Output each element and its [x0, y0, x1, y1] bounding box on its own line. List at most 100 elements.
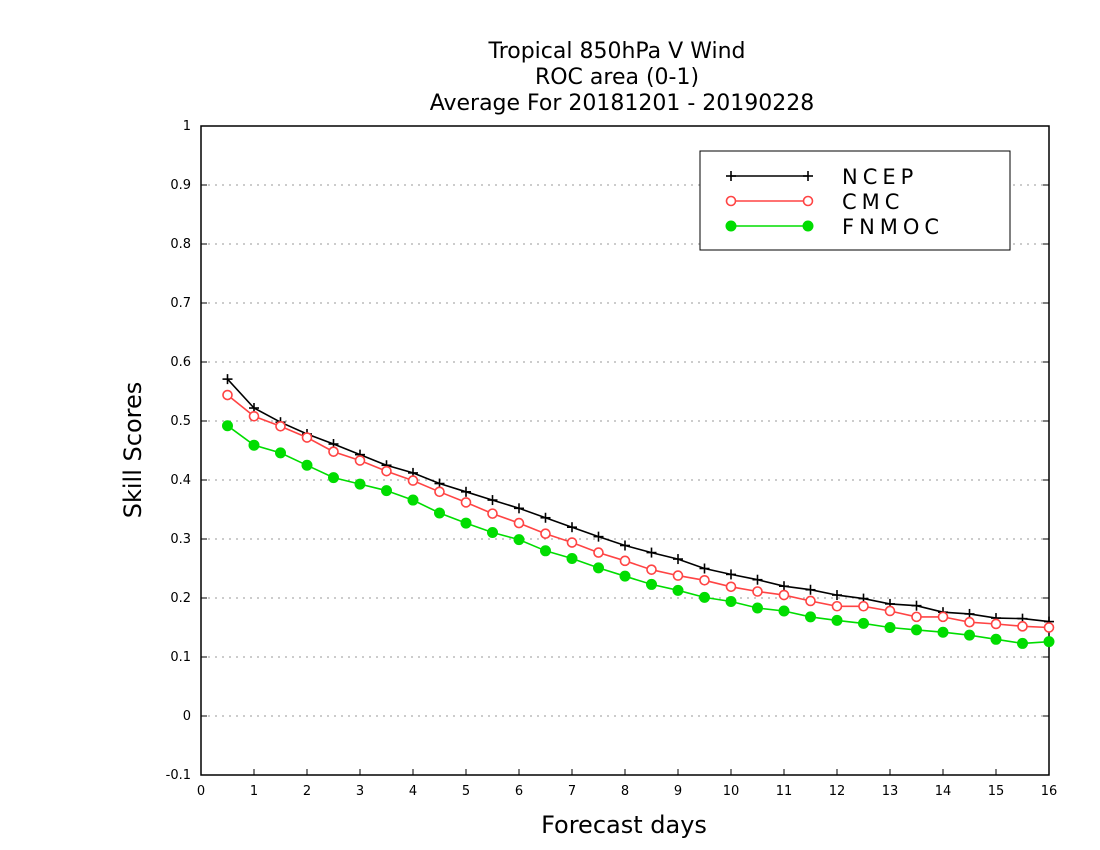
- legend-marker-start: [725, 195, 737, 207]
- series-line-cmc: [226, 394, 1050, 629]
- x-tick-label: 7: [568, 784, 576, 799]
- data-point: [487, 495, 498, 506]
- data-point: [593, 531, 604, 542]
- gridlines: [201, 184, 1049, 717]
- legend-label: FNMOC: [842, 215, 944, 239]
- x-tick-label: 3: [356, 784, 364, 799]
- data-point: [301, 432, 313, 443]
- data-point: [672, 570, 684, 581]
- x-tick-label: 14: [935, 784, 952, 799]
- y-axis: -0.1 0 0.1 0.2 0.3 0.4 0.5 0.6 0.7 0.8 0.9 1: [166, 119, 1049, 783]
- data-point: [248, 439, 260, 451]
- data-point: [964, 616, 975, 628]
- data-point: [831, 614, 843, 626]
- data-point: [593, 562, 604, 574]
- data-point: [487, 527, 498, 539]
- data-point: [567, 522, 577, 533]
- data-point: [858, 600, 869, 612]
- data-point: [222, 374, 233, 385]
- data-point: [699, 563, 710, 574]
- data-point: [805, 584, 816, 595]
- x-tick-label: 15: [988, 784, 1005, 799]
- x-axis-label: Forecast days: [541, 811, 707, 839]
- series-line-fnmoc: [227, 425, 1050, 645]
- data-point: [566, 552, 578, 564]
- data-point: [725, 596, 737, 608]
- title-line-3: Average For 20181201 - 20190228: [430, 91, 815, 116]
- y-tick-label: 0: [183, 709, 191, 724]
- x-tick-label: 16: [1041, 784, 1058, 799]
- y-tick-label: 0.8: [170, 237, 191, 252]
- data-point: [620, 540, 630, 551]
- data-point: [805, 611, 816, 623]
- data-point: [248, 410, 260, 422]
- data-point: [1017, 637, 1028, 649]
- legend-marker-start: [726, 171, 736, 181]
- y-tick-label: 0.9: [170, 178, 191, 193]
- legend-marker-start: [725, 220, 737, 232]
- data-point: [725, 581, 737, 593]
- data-point: [275, 421, 286, 432]
- y-axis-label: Skill Scores: [119, 382, 147, 519]
- data-point: [381, 485, 392, 497]
- y-tick-label: 0.3: [170, 532, 191, 547]
- data-point: [1043, 622, 1055, 633]
- data-point: [832, 590, 842, 601]
- data-point: [593, 547, 604, 558]
- series-fnmoc: [222, 420, 1055, 649]
- data-point: [805, 595, 816, 607]
- data-point: [1017, 621, 1028, 632]
- data-point: [461, 486, 471, 497]
- data-point: [407, 475, 419, 486]
- series-layer: [222, 374, 1055, 649]
- y-tick-label: -0.1: [166, 768, 191, 783]
- legend-marker-end: [802, 195, 814, 207]
- data-point: [646, 564, 657, 575]
- data-point: [858, 617, 869, 629]
- title-line-2: ROC area (0-1): [535, 65, 699, 90]
- data-point: [407, 494, 419, 506]
- x-axis: 0 1 2 3 4 5 6 7 8 9 10 11 12 13 14 15 16: [197, 769, 1057, 799]
- data-point: [699, 574, 710, 586]
- data-point: [884, 622, 896, 633]
- x-tick-label: 11: [776, 784, 793, 799]
- data-point: [460, 517, 472, 529]
- y-tick-label: 0.7: [170, 296, 191, 311]
- data-point: [381, 465, 392, 477]
- data-point: [540, 528, 551, 539]
- data-point: [779, 581, 789, 592]
- series-cmc: [222, 389, 1055, 633]
- data-point: [646, 547, 657, 558]
- data-point: [540, 512, 551, 523]
- data-point: [460, 497, 472, 508]
- x-tick-label: 2: [303, 784, 311, 799]
- legend-label: CMC: [842, 190, 904, 214]
- x-tick-label: 13: [882, 784, 899, 799]
- data-point: [354, 478, 366, 490]
- data-point: [726, 569, 736, 580]
- data-point: [514, 503, 524, 514]
- y-tick-label: 0.2: [170, 591, 191, 606]
- y-tick-label: 0.6: [170, 355, 191, 370]
- data-point: [911, 624, 922, 636]
- data-point: [884, 605, 896, 617]
- legend-label: NCEP: [842, 165, 918, 189]
- x-tick-label: 0: [197, 784, 205, 799]
- data-point: [911, 600, 922, 611]
- data-point: [778, 605, 790, 617]
- data-point: [937, 626, 949, 638]
- data-point: [434, 486, 445, 498]
- data-point: [646, 578, 657, 590]
- data-point: [778, 589, 790, 601]
- data-point: [673, 554, 683, 565]
- y-tick-label: 0.5: [170, 414, 191, 429]
- data-point: [831, 600, 843, 612]
- data-point: [990, 633, 1002, 645]
- x-tick-label: 10: [723, 784, 740, 799]
- data-point: [911, 611, 922, 623]
- data-point: [222, 420, 233, 432]
- x-tick-label: 1: [250, 784, 258, 799]
